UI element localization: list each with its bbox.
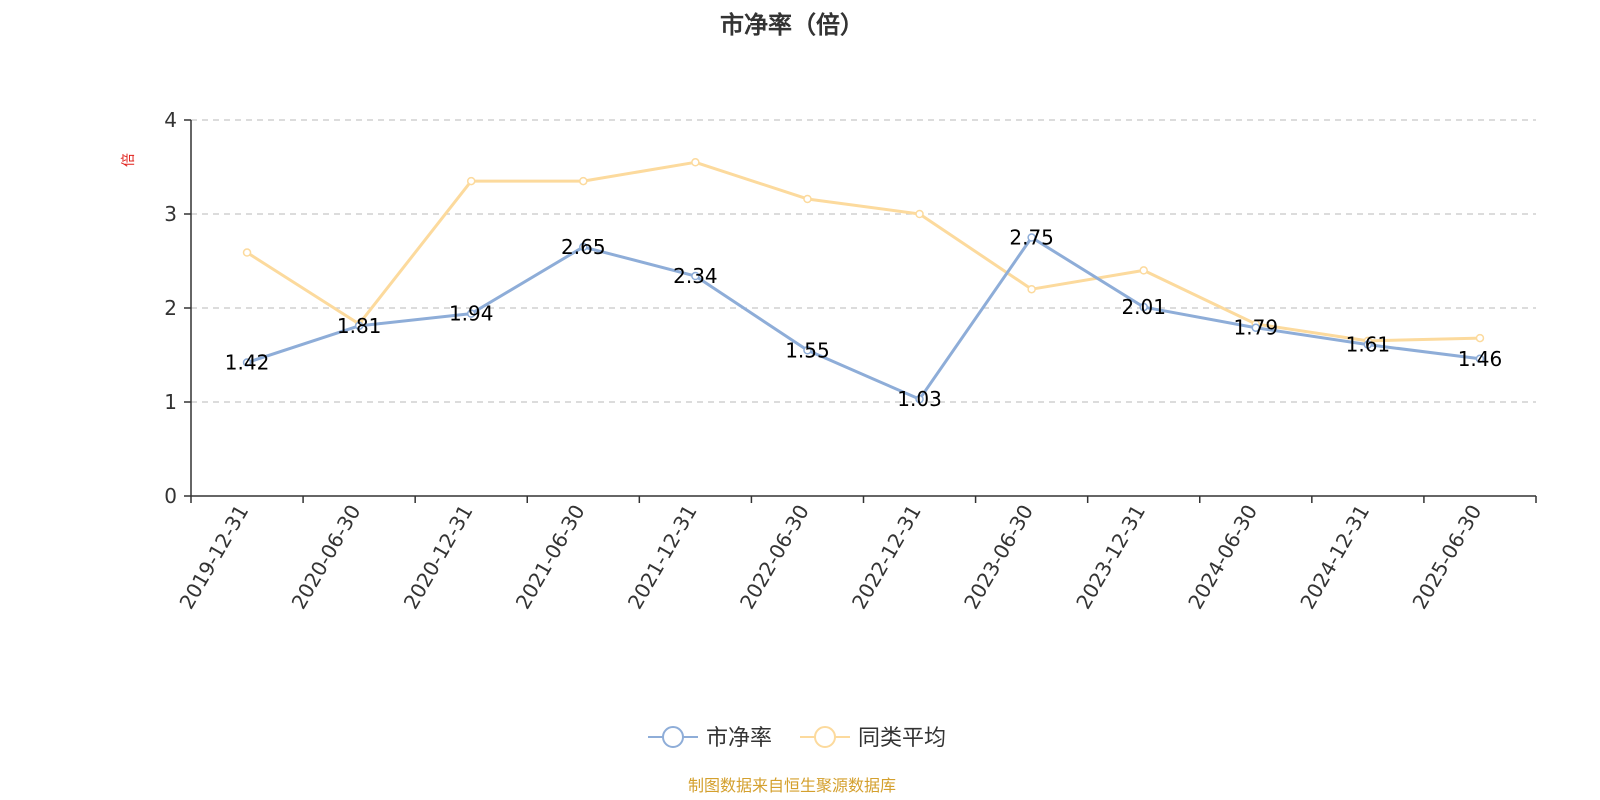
series-line-1 [245, 160, 1482, 343]
data-point[interactable] [915, 209, 924, 219]
source-text: 制图数据来自恒生聚源数据库 [688, 776, 896, 795]
data-point[interactable] [691, 271, 700, 281]
data-point[interactable] [242, 248, 252, 257]
x-tick-label: 2025-06-30 [1407, 501, 1486, 614]
legend-label: 同类平均 [858, 726, 946, 751]
data-point[interactable] [1139, 302, 1148, 312]
data-label: 1.81 [337, 314, 382, 338]
legend-marker-icon [662, 726, 684, 748]
series-line-0 [245, 236, 1482, 401]
data-label: 1.42 [225, 351, 270, 375]
legend-marker-icon [814, 726, 836, 748]
data-point[interactable] [354, 321, 364, 331]
grid-lines [191, 119, 1536, 403]
data-point[interactable] [803, 194, 812, 204]
x-tick-label: 2023-06-30 [959, 501, 1038, 614]
x-tick-label: 2024-12-31 [1295, 501, 1374, 614]
x-tick-label: 2022-12-31 [847, 501, 926, 614]
legend-item[interactable]: 同类平均 [800, 726, 946, 751]
y-tick-label: 0 [164, 484, 177, 508]
data-label: 2.65 [561, 235, 606, 259]
data-point[interactable] [1027, 233, 1036, 242]
chart-title: 市净率（倍） [720, 11, 864, 39]
data-point[interactable] [915, 394, 924, 404]
x-tick-label: 2021-06-30 [511, 501, 590, 614]
x-tick-label: 2019-12-31 [174, 501, 253, 614]
x-tick-label: 2020-12-31 [399, 501, 478, 614]
x-tick-label: 2022-06-30 [735, 501, 814, 614]
y-tick-label: 1 [164, 390, 177, 414]
data-point[interactable] [466, 176, 476, 186]
x-tick-label: 2021-12-31 [623, 501, 702, 614]
data-label: 1.94 [449, 302, 494, 326]
legend[interactable]: 市净率 同类平均 [648, 726, 946, 751]
data-point[interactable] [1139, 266, 1148, 275]
data-label: 1.79 [1234, 316, 1279, 340]
data-point[interactable] [579, 176, 588, 186]
data-label: 2.01 [1121, 295, 1166, 319]
data-label: 1.55 [785, 338, 830, 362]
data-point[interactable] [242, 358, 252, 367]
data-point[interactable] [1475, 354, 1485, 364]
y-axis-label: 倍 [121, 153, 137, 167]
data-point[interactable] [579, 242, 588, 252]
x-tick-label: 2024-06-30 [1183, 501, 1262, 614]
data-label: 1.03 [897, 387, 942, 411]
data-label: 2.34 [673, 264, 718, 288]
data-label: 1.61 [1346, 333, 1391, 357]
y-tick-label: 3 [164, 202, 177, 226]
data-labels: 1.42 1.81 1.94 2.65 2.34 1.55 1.03 2.75 2.01 1.79… [225, 226, 1502, 412]
y-tick-label: 2 [164, 296, 177, 320]
axes: 0 1 2 3 4 2019-12-31 2020-06-30 2020-12-31 2021-… [164, 108, 1537, 614]
data-point[interactable] [1027, 284, 1036, 294]
data-point[interactable] [1363, 340, 1373, 349]
data-point[interactable] [466, 309, 476, 318]
data-point[interactable] [691, 158, 700, 167]
data-point[interactable] [803, 346, 812, 355]
data-label: 2.75 [1009, 226, 1054, 250]
y-tick-label: 4 [164, 108, 177, 132]
legend-item[interactable]: 市净率 [648, 726, 772, 751]
data-point[interactable] [1251, 323, 1261, 332]
data-label: 1.46 [1458, 347, 1503, 371]
x-tick-label: 2020-06-30 [287, 501, 366, 614]
data-point[interactable] [1475, 333, 1485, 343]
series-lines [242, 158, 1485, 404]
x-tick-label: 2023-12-31 [1071, 501, 1150, 614]
legend-label: 市净率 [706, 726, 772, 751]
